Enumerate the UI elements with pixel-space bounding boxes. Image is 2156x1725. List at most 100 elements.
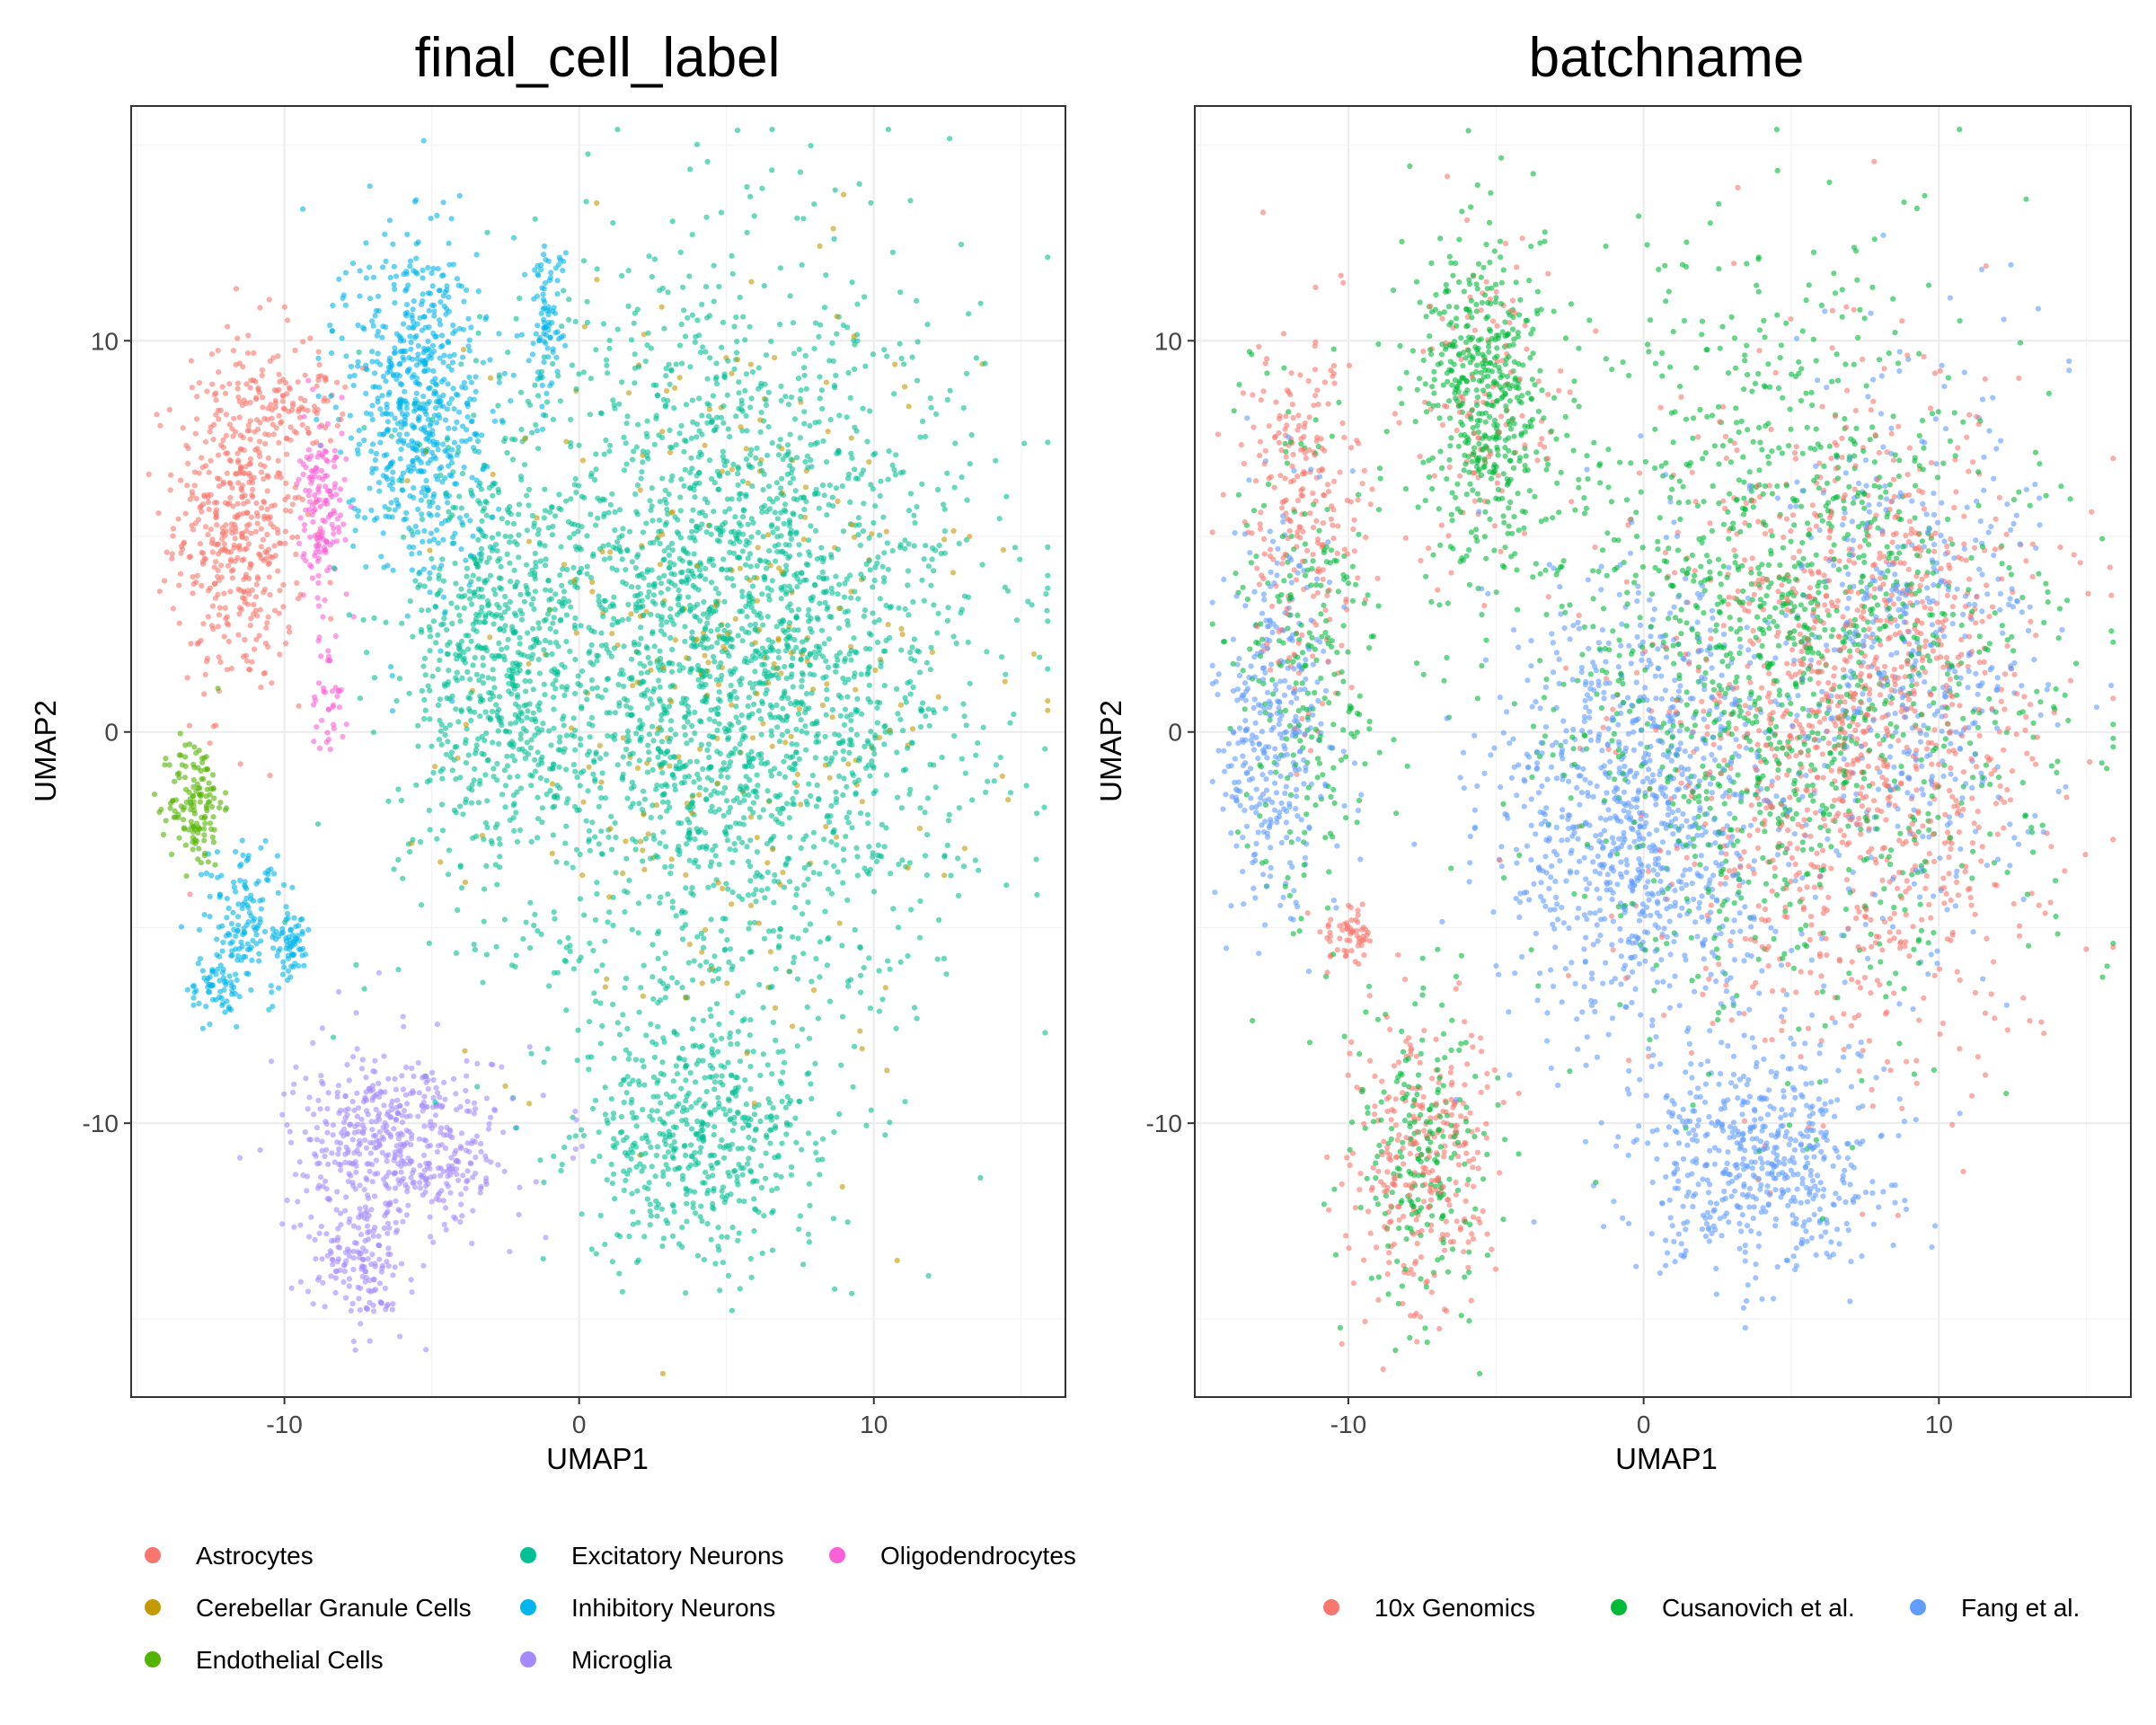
scatter-point (845, 983, 852, 989)
scatter-point (586, 748, 593, 755)
scatter-point (464, 573, 470, 579)
scatter-point (746, 892, 752, 898)
scatter-point (535, 656, 542, 663)
scatter-point (384, 419, 391, 425)
scatter-point (560, 268, 566, 274)
scatter-point (446, 240, 452, 246)
scatter-point (588, 677, 596, 684)
scatter-point (788, 650, 795, 656)
scatter-point (641, 788, 647, 794)
scatter-point (803, 385, 809, 392)
scatter-point (922, 809, 928, 816)
scatter-point (695, 863, 702, 870)
scatter-point (651, 441, 658, 447)
scatter-point (569, 725, 575, 731)
scatter-point (870, 351, 877, 358)
scatter-point (712, 853, 719, 859)
scatter-point (799, 677, 805, 684)
scatter-point (393, 1116, 399, 1122)
scatter-point (606, 448, 613, 455)
scatter-point (941, 506, 948, 512)
scatter-point (517, 607, 524, 614)
scatter-point (783, 588, 790, 595)
scatter-point (577, 570, 583, 576)
scatter-point (969, 797, 976, 803)
scatter-point (648, 1213, 655, 1219)
scatter-point (753, 789, 759, 795)
scatter-point (428, 530, 434, 536)
scatter-point (435, 702, 442, 709)
scatter-point (551, 909, 557, 916)
scatter-point (649, 766, 656, 774)
scatter-point (586, 1019, 593, 1025)
scatter-point (201, 826, 208, 832)
scatter-point (612, 820, 618, 827)
scatter-point (720, 1106, 727, 1112)
scatter-point (815, 616, 821, 623)
scatter-point (556, 764, 562, 770)
scatter-point (499, 646, 505, 652)
scatter-point (689, 528, 695, 535)
scatter-point (605, 919, 611, 925)
scatter-point (783, 641, 791, 648)
scatter-point (215, 686, 221, 692)
scatter-point (732, 847, 738, 854)
scatter-point (739, 593, 746, 600)
scatter-point (190, 983, 197, 989)
scatter-point (473, 1154, 479, 1161)
scatter-point (647, 498, 653, 504)
scatter-point (671, 1139, 677, 1146)
scatter-point (400, 1086, 406, 1092)
scatter-point (902, 384, 908, 390)
scatter-point (775, 637, 782, 643)
scatter-point (854, 301, 861, 307)
scatter-point (518, 427, 525, 433)
scatter-point (441, 1132, 447, 1138)
scatter-point (798, 717, 804, 723)
scatter-point (328, 1250, 334, 1256)
scatter-point (413, 782, 420, 788)
scatter-point (464, 668, 471, 676)
scatter-point (156, 588, 163, 595)
scatter-point (564, 566, 570, 573)
scatter-point (746, 1155, 752, 1162)
scatter-point (789, 1164, 795, 1171)
scatter-point (169, 551, 175, 557)
scatter-point (706, 716, 712, 722)
scatter-point (235, 901, 242, 907)
scatter-point (379, 334, 385, 341)
scatter-point (846, 809, 853, 816)
scatter-point (702, 1169, 709, 1175)
scatter-point (334, 422, 340, 429)
scatter-point (369, 1127, 376, 1133)
scatter-point (463, 1087, 469, 1093)
scatter-point (459, 384, 465, 390)
scatter-point (840, 880, 846, 886)
scatter-point (772, 509, 778, 516)
scatter-point (574, 1057, 580, 1064)
scatter-point (630, 1077, 636, 1084)
scatter-point (844, 608, 852, 615)
scatter-point (407, 258, 414, 264)
scatter-point (801, 864, 808, 871)
scatter-point (547, 509, 553, 516)
scatter-point (369, 402, 376, 409)
scatter-point (428, 1174, 434, 1181)
scatter-point (812, 1060, 818, 1066)
scatter-point (482, 738, 488, 744)
scatter-point (875, 842, 881, 848)
scatter-point (449, 1135, 455, 1141)
scatter-point (429, 1199, 435, 1205)
scatter-point (720, 1154, 728, 1161)
scatter-point (702, 565, 709, 572)
scatter-point (229, 952, 235, 959)
scatter-point (776, 771, 782, 777)
scatter-point (603, 437, 609, 444)
scatter-point (639, 597, 645, 604)
scatter-point (279, 1221, 286, 1227)
scatter-point (777, 810, 783, 817)
scatter-point (935, 610, 941, 616)
scatter-point (578, 682, 584, 689)
scatter-point (729, 859, 736, 866)
scatter-point (289, 402, 296, 409)
